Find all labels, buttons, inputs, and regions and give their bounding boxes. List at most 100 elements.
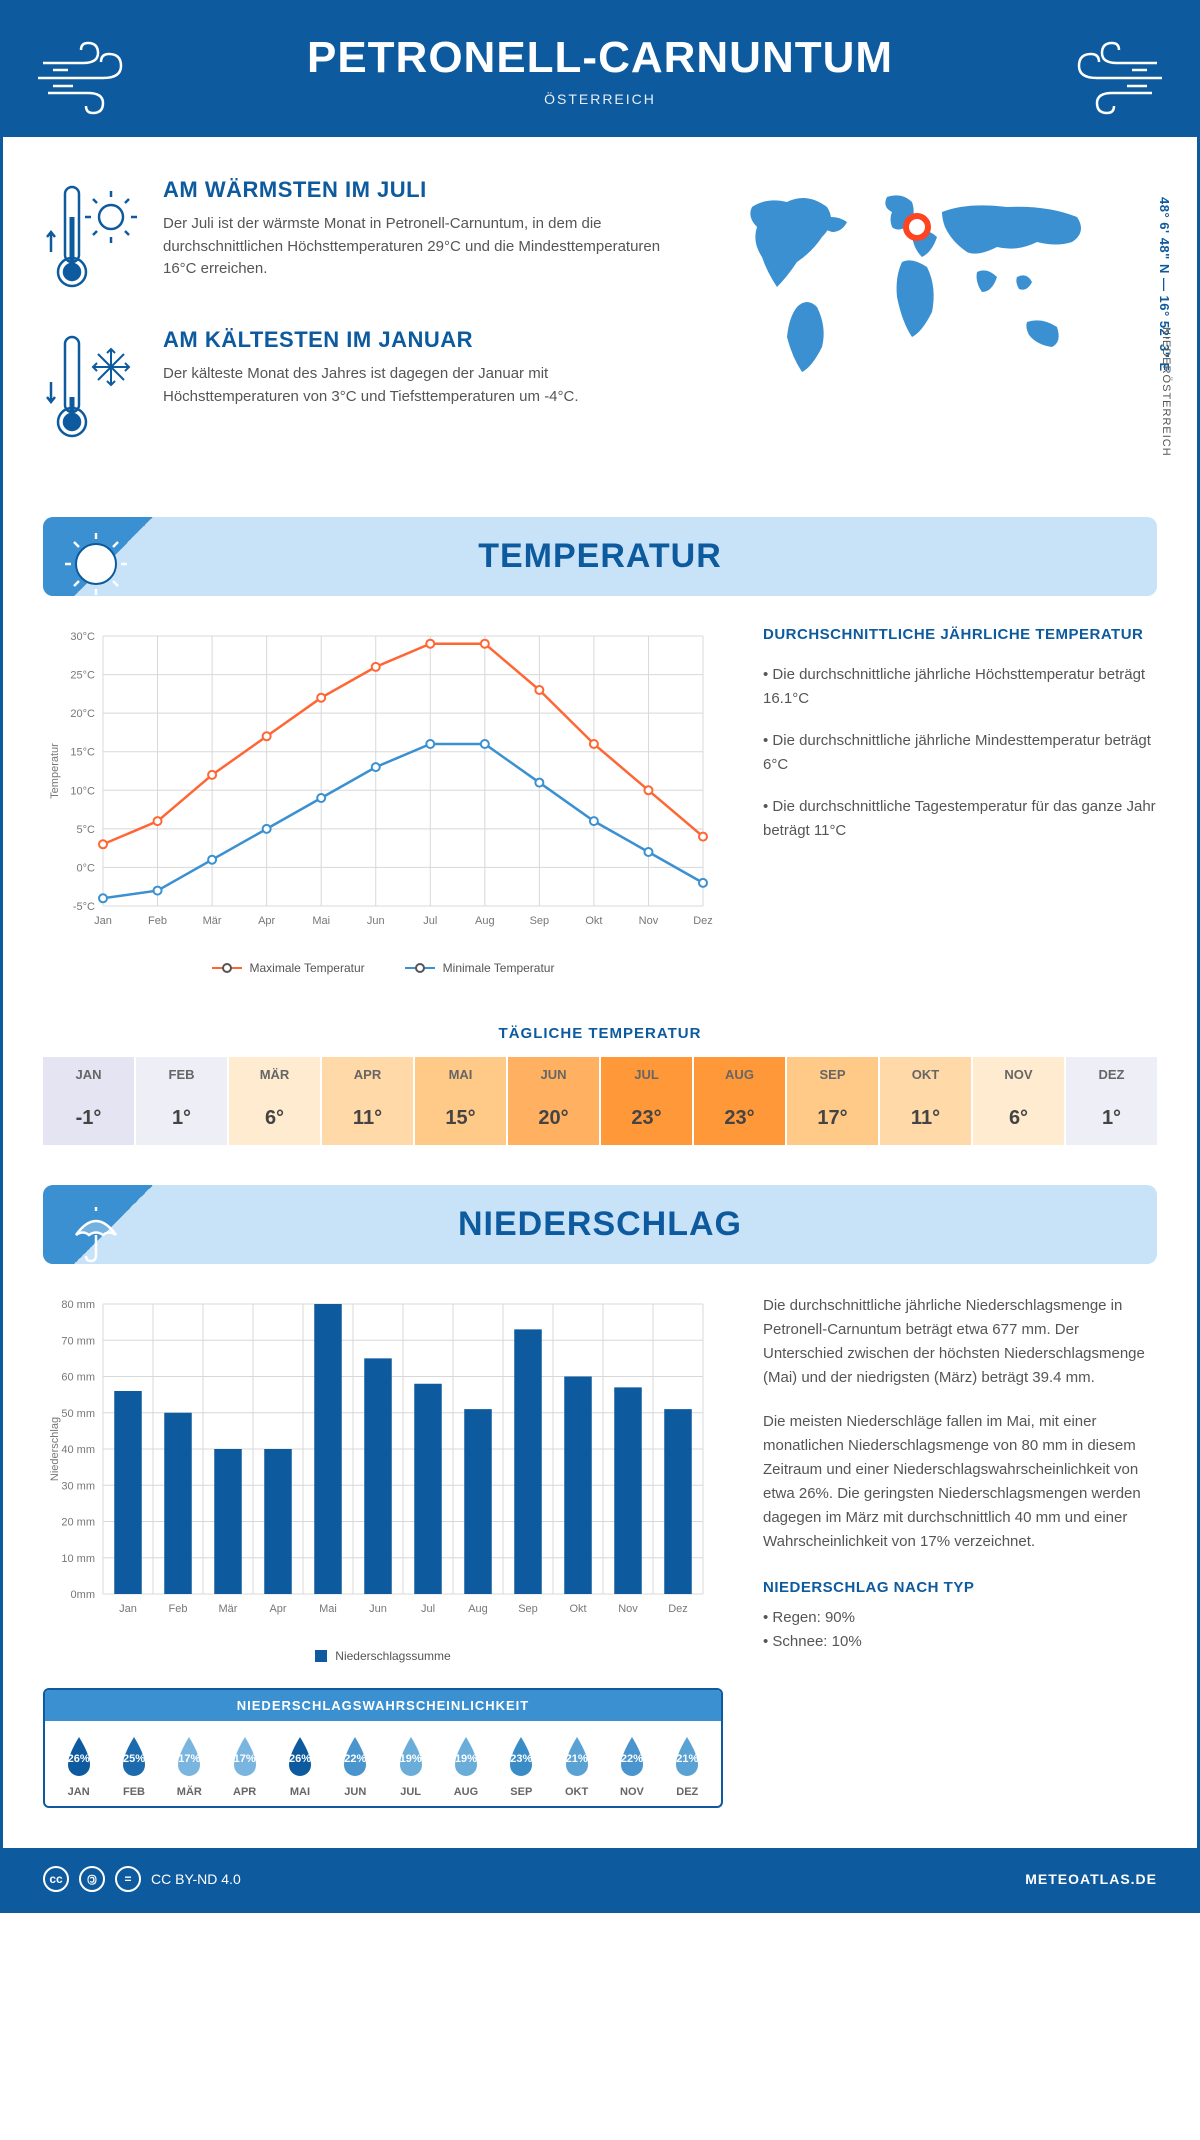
svg-text:20°C: 20°C (70, 708, 95, 720)
daily-temp-value: 23° (601, 1092, 692, 1145)
temperature-section-header: TEMPERATUR (43, 517, 1157, 596)
wind-icon-left (33, 38, 143, 118)
precipitation-section-header: NIEDERSCHLAG (43, 1185, 1157, 1264)
daily-cell: JAN -1° (43, 1057, 136, 1145)
prob-month-label: APR (219, 1786, 270, 1798)
prob-month-label: JUN (330, 1786, 381, 1798)
svg-text:50 mm: 50 mm (61, 1408, 95, 1420)
prob-cell: 25% FEB (108, 1733, 159, 1798)
page-footer: cc 🄯 = CC BY-ND 4.0 METEOATLAS.DE (3, 1848, 1197, 1910)
daily-temp-value: 17° (787, 1092, 878, 1145)
legend-min-temp: Minimale Temperatur (405, 961, 555, 975)
daily-cell: MAI 15° (415, 1057, 508, 1145)
svg-text:Aug: Aug (468, 1603, 488, 1615)
svg-text:Jan: Jan (119, 1603, 137, 1615)
prob-cell: 22% JUN (330, 1733, 381, 1798)
daily-cell: JUL 23° (601, 1057, 694, 1145)
daily-month-label: SEP (787, 1057, 878, 1092)
svg-text:Dez: Dez (693, 915, 713, 927)
svg-text:Jun: Jun (369, 1603, 387, 1615)
svg-text:5°C: 5°C (77, 824, 96, 836)
svg-text:-5°C: -5°C (73, 901, 95, 913)
daily-cell: APR 11° (322, 1057, 415, 1145)
svg-text:Okt: Okt (585, 915, 602, 927)
svg-text:Jun: Jun (367, 915, 385, 927)
prob-cell: 21% DEZ (662, 1733, 713, 1798)
daily-month-label: OKT (880, 1057, 971, 1092)
svg-text:40 mm: 40 mm (61, 1444, 95, 1456)
svg-text:30 mm: 30 mm (61, 1480, 95, 1492)
daily-temp-value: 1° (1066, 1092, 1157, 1145)
daily-month-label: JAN (43, 1057, 134, 1092)
daily-temp-value: 20° (508, 1092, 599, 1145)
svg-text:80 mm: 80 mm (61, 1299, 95, 1311)
daily-cell: NOV 6° (973, 1057, 1066, 1145)
wind-icon-right (1057, 38, 1167, 118)
prob-cell: 17% MÄR (164, 1733, 215, 1798)
svg-text:Aug: Aug (475, 915, 495, 927)
svg-text:20 mm: 20 mm (61, 1517, 95, 1529)
daily-month-label: MAI (415, 1057, 506, 1092)
svg-text:Nov: Nov (639, 915, 659, 927)
prob-cell: 21% OKT (551, 1733, 602, 1798)
temp-info-item: • Die durchschnittliche jährliche Mindes… (763, 729, 1157, 777)
daily-temp-grid: JAN -1° FEB 1° MÄR 6° APR 11° MAI 15° JU… (43, 1057, 1157, 1145)
temperature-title: TEMPERATUR (83, 537, 1117, 576)
svg-text:15°C: 15°C (70, 747, 95, 759)
daily-cell: OKT 11° (880, 1057, 973, 1145)
daily-cell: MÄR 6° (229, 1057, 322, 1145)
daily-cell: FEB 1° (136, 1057, 229, 1145)
daily-month-label: JUN (508, 1057, 599, 1092)
prob-cell: 26% JAN (53, 1733, 104, 1798)
temp-info-item: • Die durchschnittliche jährliche Höchst… (763, 663, 1157, 711)
daily-temp-value: 6° (973, 1092, 1064, 1145)
daily-month-label: JUL (601, 1057, 692, 1092)
prob-cell: 22% NOV (606, 1733, 657, 1798)
daily-temp-value: 23° (694, 1092, 785, 1145)
daily-temp-title: TÄGLICHE TEMPERATUR (3, 1025, 1197, 1042)
daily-month-label: APR (322, 1057, 413, 1092)
daily-temp-value: 15° (415, 1092, 506, 1145)
svg-text:0mm: 0mm (71, 1589, 95, 1601)
warmest-title: AM WÄRMSTEN IM JULI (163, 177, 687, 203)
temperature-chart: -5°C0°C5°C10°C15°C20°C25°C30°CJanFebMärA… (43, 626, 723, 975)
svg-text:Sep: Sep (530, 915, 550, 927)
daily-cell: JUN 20° (508, 1057, 601, 1145)
page-header: PETRONELL-CARNUNTUM ÖSTERREICH (3, 3, 1197, 137)
prob-cell: 19% AUG (440, 1733, 491, 1798)
prob-month-label: MAI (274, 1786, 325, 1798)
svg-text:30°C: 30°C (70, 631, 95, 643)
prob-month-label: JUL (385, 1786, 436, 1798)
prob-title: NIEDERSCHLAGSWAHRSCHEINLICHKEIT (45, 1690, 721, 1721)
region-label: NIEDERÖSTERREICH (1160, 327, 1172, 457)
legend-precipitation: Niederschlagssumme (315, 1649, 450, 1663)
daily-temp-value: 1° (136, 1092, 227, 1145)
svg-text:Sep: Sep (518, 1603, 538, 1615)
daily-month-label: AUG (694, 1057, 785, 1092)
prob-month-label: NOV (606, 1786, 657, 1798)
daily-temp-value: 11° (322, 1092, 413, 1145)
prob-month-label: FEB (108, 1786, 159, 1798)
warmest-text: Der Juli ist der wärmste Monat in Petron… (163, 213, 687, 281)
coldest-title: AM KÄLTESTEN IM JANUAR (163, 327, 687, 353)
svg-text:Okt: Okt (569, 1603, 586, 1615)
cc-nd-icon: = (115, 1866, 141, 1892)
svg-text:Jul: Jul (421, 1603, 435, 1615)
intro-section: AM WÄRMSTEN IM JULI Der Juli ist der wär… (3, 137, 1197, 517)
daily-month-label: NOV (973, 1057, 1064, 1092)
prob-cell: 17% APR (219, 1733, 270, 1798)
precip-type-title: NIEDERSCHLAG NACH TYP (763, 1579, 1157, 1596)
coldest-block: AM KÄLTESTEN IM JANUAR Der kälteste Mona… (43, 327, 687, 447)
precip-text-1: Die durchschnittliche jährliche Niedersc… (763, 1294, 1157, 1390)
thermometer-hot-icon (43, 177, 143, 297)
daily-cell: DEZ 1° (1066, 1057, 1157, 1145)
svg-text:Nov: Nov (618, 1603, 638, 1615)
prob-month-label: MÄR (164, 1786, 215, 1798)
svg-text:Niederschlag: Niederschlag (49, 1417, 61, 1481)
svg-text:Mai: Mai (319, 1603, 337, 1615)
svg-text:10°C: 10°C (70, 785, 95, 797)
prob-cell: 19% JUL (385, 1733, 436, 1798)
site-name: METEOATLAS.DE (1025, 1871, 1157, 1887)
daily-cell: AUG 23° (694, 1057, 787, 1145)
svg-text:Feb: Feb (148, 915, 167, 927)
